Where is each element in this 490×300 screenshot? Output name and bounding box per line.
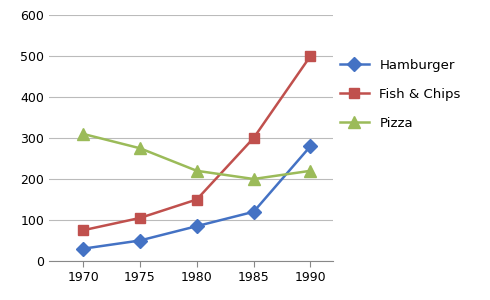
Hamburger (194, 224, 200, 228)
Hamburger (308, 144, 314, 148)
Pizza (80, 132, 86, 136)
Fish & Chips (194, 198, 200, 201)
Fish & Chips (137, 216, 143, 220)
Hamburger (80, 247, 86, 250)
Hamburger (137, 239, 143, 242)
Line: Pizza: Pizza (77, 128, 316, 184)
Line: Fish & Chips: Fish & Chips (78, 51, 316, 235)
Pizza (194, 169, 200, 172)
Fish & Chips (80, 229, 86, 232)
Fish & Chips (251, 136, 257, 140)
Hamburger (251, 210, 257, 214)
Fish & Chips (308, 54, 314, 58)
Pizza (251, 177, 257, 181)
Pizza (308, 169, 314, 172)
Legend: Hamburger, Fish & Chips, Pizza: Hamburger, Fish & Chips, Pizza (340, 58, 461, 130)
Pizza (137, 146, 143, 150)
Line: Hamburger: Hamburger (78, 141, 316, 254)
